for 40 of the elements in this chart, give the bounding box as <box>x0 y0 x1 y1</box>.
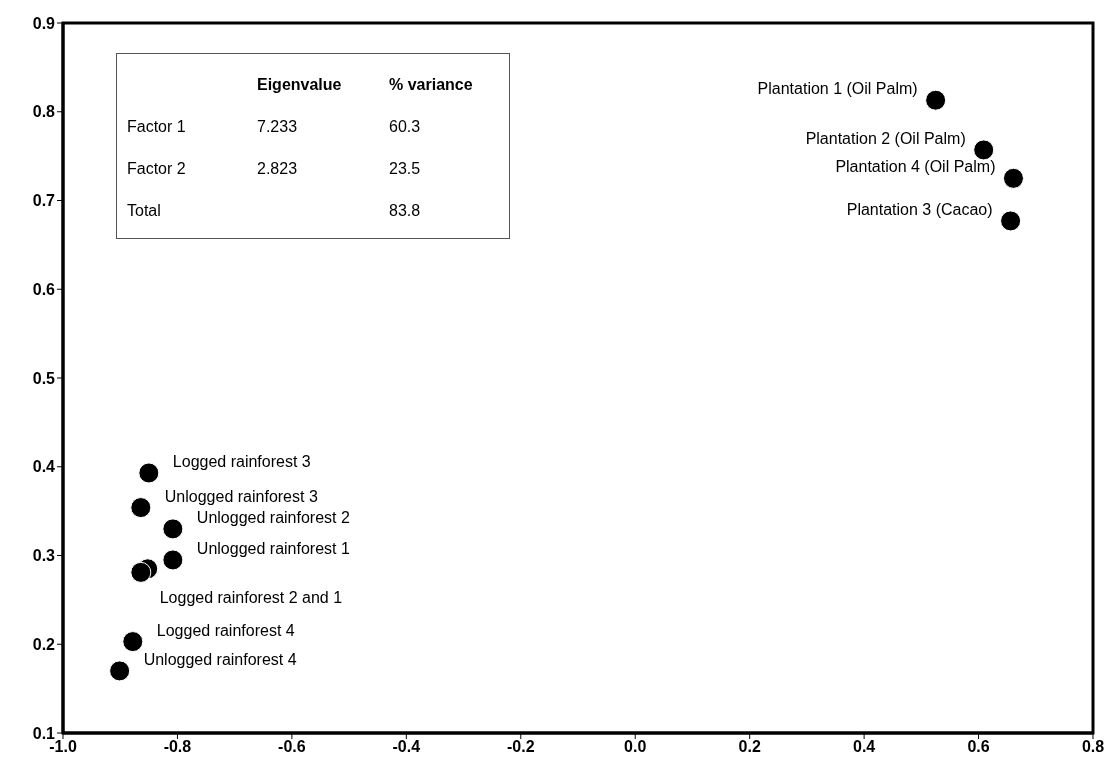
annotation: Plantation 1 (Oil Palm) <box>757 80 918 98</box>
x-tick-label: 0.0 <box>624 738 647 756</box>
x-tick-label: 0.2 <box>738 738 761 756</box>
x-tick-label: 0.4 <box>852 738 876 756</box>
annotation: Unlogged rainforest 2 <box>196 508 350 526</box>
table-box: Eigenvalue % variance Factor 1 7.233 60.3 Factor 2 2.823 23.5 Total 83.8 <box>116 53 510 239</box>
point <box>109 660 131 682</box>
annotation: Plantation 2 (Oil Palm) <box>805 129 966 147</box>
y-tick-label: 0.4 <box>32 458 56 476</box>
annotation: Unlogged rainforest 4 <box>143 650 297 668</box>
annotation: Logged rainforest 2 and 1 <box>159 588 343 606</box>
annotation: Unlogged rainforest 3 <box>164 487 318 505</box>
y-tick-label: 0.7 <box>32 192 56 210</box>
y-tick-label: 0.3 <box>32 547 56 565</box>
annotation: Logged rainforest 3 <box>172 452 311 470</box>
point <box>1002 167 1024 189</box>
x-tick-label: -0.6 <box>278 738 306 756</box>
point <box>973 139 995 161</box>
point <box>138 462 160 484</box>
y-tick-label: 0.9 <box>32 14 56 32</box>
annotation: Logged rainforest 4 <box>156 621 295 639</box>
annotation: Plantation 3 (Cacao) <box>846 200 993 218</box>
x-tick-label: 0.8 <box>1081 738 1105 756</box>
x-tick-label: 0.6 <box>967 738 990 756</box>
annotation: Unlogged rainforest 1 <box>196 539 350 557</box>
point <box>1000 210 1022 232</box>
annotation: Plantation 4 (Oil Palm) <box>835 158 996 176</box>
y-tick-label: 0.8 <box>32 103 56 121</box>
point <box>162 518 184 540</box>
point <box>130 497 152 519</box>
point <box>925 89 947 111</box>
x-tick-label: -0.8 <box>163 738 192 756</box>
y-tick-label: 0.5 <box>32 369 56 387</box>
point <box>122 631 144 653</box>
y-tick-label: 0.6 <box>32 280 56 298</box>
point <box>130 561 152 583</box>
point <box>162 549 184 571</box>
x-tick-label: -0.4 <box>392 738 421 756</box>
y-tick-label: 0.2 <box>32 635 56 653</box>
x-tick-label: -0.2 <box>506 738 535 756</box>
